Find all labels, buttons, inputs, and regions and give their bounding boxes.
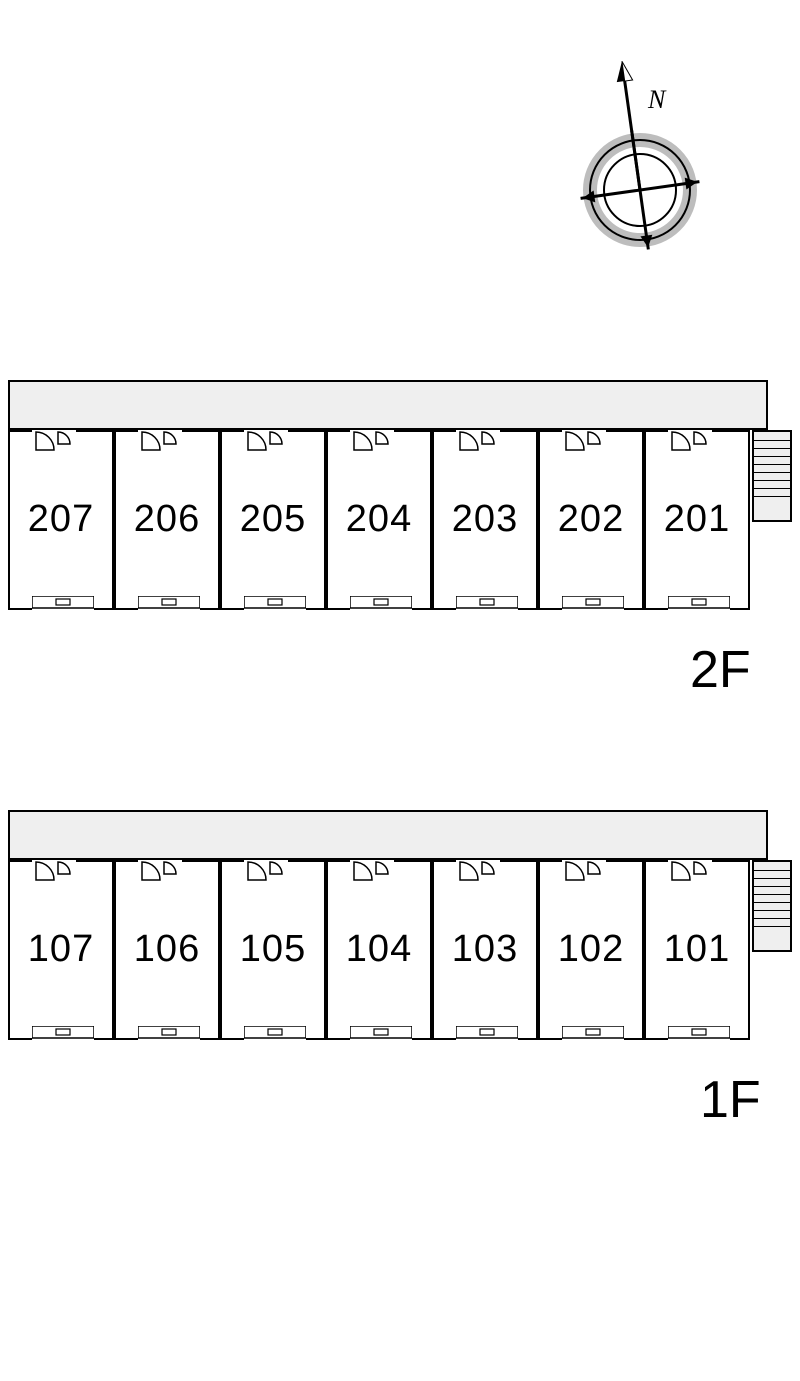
floor-2f: 207 206 205 xyxy=(8,380,792,610)
floor-label-1f: 1F xyxy=(700,1070,761,1130)
door-icon xyxy=(562,430,606,452)
unit-104: 104 xyxy=(326,860,432,1040)
balcony-icon xyxy=(456,596,518,610)
floorplan-canvas: N 207 206 xyxy=(0,0,800,1381)
unit-103: 103 xyxy=(432,860,538,1040)
unit-label: 204 xyxy=(328,498,430,541)
balcony-icon xyxy=(668,1026,730,1040)
door-icon xyxy=(244,430,288,452)
floor-label-2f: 2F xyxy=(690,640,751,700)
balcony-icon xyxy=(138,596,200,610)
unit-label: 201 xyxy=(646,498,748,541)
unit-label: 104 xyxy=(328,928,430,971)
balcony-icon xyxy=(32,596,94,610)
door-icon xyxy=(32,430,76,452)
door-icon xyxy=(456,430,500,452)
compass-n-label: N xyxy=(647,85,667,114)
door-icon xyxy=(138,430,182,452)
balcony-icon xyxy=(350,1026,412,1040)
unit-102: 102 xyxy=(538,860,644,1040)
unit-201: 201 xyxy=(644,430,750,610)
units-row-1f: 107 106 105 xyxy=(8,860,792,1040)
door-icon xyxy=(350,430,394,452)
door-icon xyxy=(32,860,76,882)
corridor-1f xyxy=(8,810,768,860)
unit-label: 206 xyxy=(116,498,218,541)
balcony-icon xyxy=(32,1026,94,1040)
door-icon xyxy=(350,860,394,882)
unit-label: 202 xyxy=(540,498,642,541)
compass-rose: N xyxy=(560,60,720,260)
door-icon xyxy=(562,860,606,882)
unit-label: 106 xyxy=(116,928,218,971)
balcony-icon xyxy=(244,596,306,610)
balcony-icon xyxy=(244,1026,306,1040)
unit-107: 107 xyxy=(8,860,114,1040)
unit-label: 102 xyxy=(540,928,642,971)
unit-105: 105 xyxy=(220,860,326,1040)
compass-svg: N xyxy=(560,60,720,260)
floor-1f: 107 106 105 xyxy=(8,810,792,1040)
balcony-icon xyxy=(562,1026,624,1040)
unit-205: 205 xyxy=(220,430,326,610)
units-row-2f: 207 206 205 xyxy=(8,430,792,610)
unit-207: 207 xyxy=(8,430,114,610)
unit-101: 101 xyxy=(644,860,750,1040)
unit-label: 207 xyxy=(10,498,112,541)
balcony-icon xyxy=(138,1026,200,1040)
unit-label: 205 xyxy=(222,498,324,541)
door-icon xyxy=(456,860,500,882)
corridor-2f xyxy=(8,380,768,430)
door-icon xyxy=(668,860,712,882)
unit-202: 202 xyxy=(538,430,644,610)
unit-203: 203 xyxy=(432,430,538,610)
balcony-icon xyxy=(350,596,412,610)
unit-106: 106 xyxy=(114,860,220,1040)
unit-label: 203 xyxy=(434,498,536,541)
door-icon xyxy=(244,860,288,882)
unit-204: 204 xyxy=(326,430,432,610)
unit-label: 103 xyxy=(434,928,536,971)
balcony-icon xyxy=(668,596,730,610)
unit-206: 206 xyxy=(114,430,220,610)
balcony-icon xyxy=(562,596,624,610)
door-icon xyxy=(668,430,712,452)
door-icon xyxy=(138,860,182,882)
unit-label: 101 xyxy=(646,928,748,971)
unit-label: 105 xyxy=(222,928,324,971)
balcony-icon xyxy=(456,1026,518,1040)
unit-label: 107 xyxy=(10,928,112,971)
